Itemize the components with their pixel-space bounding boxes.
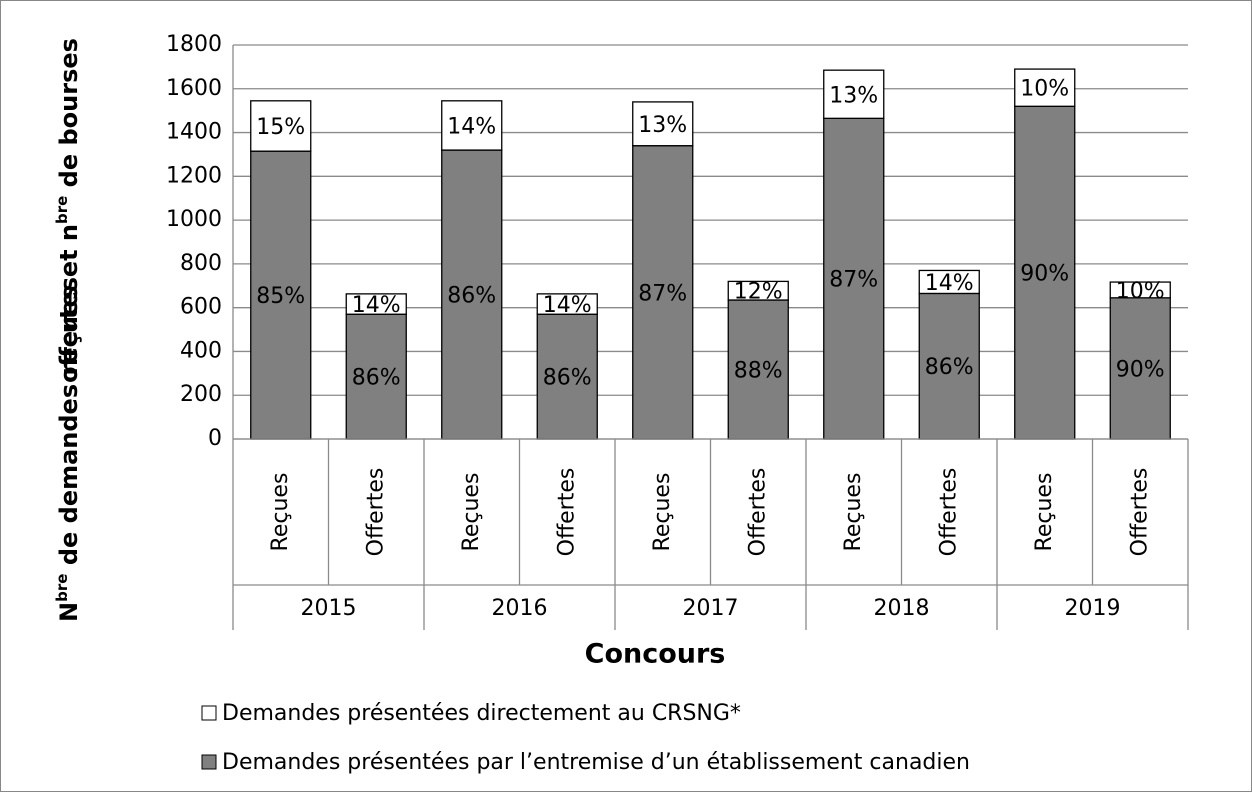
bar-segment — [1109, 281, 1171, 299]
title-part: de bourses — [55, 38, 83, 196]
bar-segment — [632, 145, 694, 440]
legend-swatch — [201, 754, 217, 770]
group-label: 2017 — [683, 596, 739, 621]
x-tick-label: Reçues — [459, 473, 484, 552]
data-label: 90% — [1116, 357, 1165, 382]
y-tick-label: 200 — [180, 382, 222, 407]
bar-segment — [1109, 297, 1171, 440]
y-tick-label: 800 — [180, 251, 222, 276]
bar-segment — [823, 69, 885, 119]
y-tick-label: 1000 — [166, 207, 222, 232]
x-tick-label: Reçues — [1032, 473, 1057, 552]
y-tick-label: 1800 — [166, 32, 222, 57]
data-label: 86% — [543, 366, 592, 391]
y-axis-title: Nbre de demandes reçues et nbre de bours… — [53, 38, 84, 622]
y-tick-label: 1400 — [166, 120, 222, 145]
data-label: 13% — [829, 83, 878, 108]
data-label: 88% — [734, 359, 783, 384]
data-label: 87% — [638, 281, 687, 306]
bar-segment — [345, 293, 407, 315]
data-label: 13% — [638, 113, 687, 138]
bar-segment — [345, 313, 407, 440]
superscript: bre — [53, 196, 71, 224]
group-label: 2018 — [874, 596, 930, 621]
bar-segment — [1014, 68, 1076, 107]
data-label: 86% — [925, 355, 974, 380]
bar-segment — [632, 101, 694, 147]
data-label: 14% — [352, 293, 401, 318]
data-label: 12% — [734, 280, 783, 305]
bar-segment — [727, 299, 789, 440]
y-axis-title-line: Nbre de demandes reçues et nbre de bours… — [53, 38, 84, 622]
legend-label: Demandes présentées par l’entremise d’un… — [222, 750, 970, 775]
group-label: 2019 — [1065, 596, 1121, 621]
data-label: 86% — [352, 366, 401, 391]
data-label: 90% — [1020, 262, 1069, 287]
bar-segment — [250, 100, 312, 152]
bar-segment — [536, 313, 598, 440]
bar-segment — [1014, 105, 1076, 440]
x-tick-label: Offertes — [1127, 468, 1152, 557]
data-label: 10% — [1020, 77, 1069, 102]
title-part: offertes — [55, 277, 83, 383]
data-label: 85% — [256, 284, 305, 309]
data-label: 14% — [925, 271, 974, 296]
y-tick-label: 400 — [180, 338, 222, 363]
data-label: 14% — [447, 114, 496, 139]
bar-segment — [536, 293, 598, 315]
title-part: de demandes reçues et n — [55, 224, 83, 574]
group-label: 2016 — [492, 596, 548, 621]
title-part: N — [55, 602, 83, 622]
x-tick-label: Offertes — [936, 468, 961, 557]
bar-segment — [727, 280, 789, 301]
data-label: 86% — [447, 284, 496, 309]
data-label: 87% — [829, 268, 878, 293]
data-label: 15% — [256, 115, 305, 140]
data-label: 10% — [1116, 279, 1165, 304]
y-tick-label: 1600 — [166, 76, 222, 101]
y-tick-label: 600 — [180, 295, 222, 320]
x-tick-label: Offertes — [363, 468, 388, 557]
y-axis-title-line: offertes — [55, 277, 83, 383]
x-tick-label: Reçues — [650, 473, 675, 552]
x-tick-label: Reçues — [841, 473, 866, 552]
group-label: 2015 — [301, 596, 357, 621]
bar-segment — [918, 269, 980, 295]
x-tick-label: Offertes — [745, 468, 770, 557]
x-tick-label: Reçues — [268, 473, 293, 552]
bar-segment — [918, 292, 980, 440]
bar-segment — [441, 100, 503, 151]
data-label: 14% — [543, 293, 592, 318]
x-axis-title: Concours — [585, 639, 726, 670]
y-tick-label: 0 — [208, 426, 222, 451]
y-tick-label: 1200 — [166, 163, 222, 188]
superscript: bre — [53, 574, 71, 602]
legend-label: Demandes présentées directement au CRSNG… — [222, 701, 741, 726]
x-tick-label: Offertes — [554, 468, 579, 557]
legend-swatch — [201, 705, 217, 721]
